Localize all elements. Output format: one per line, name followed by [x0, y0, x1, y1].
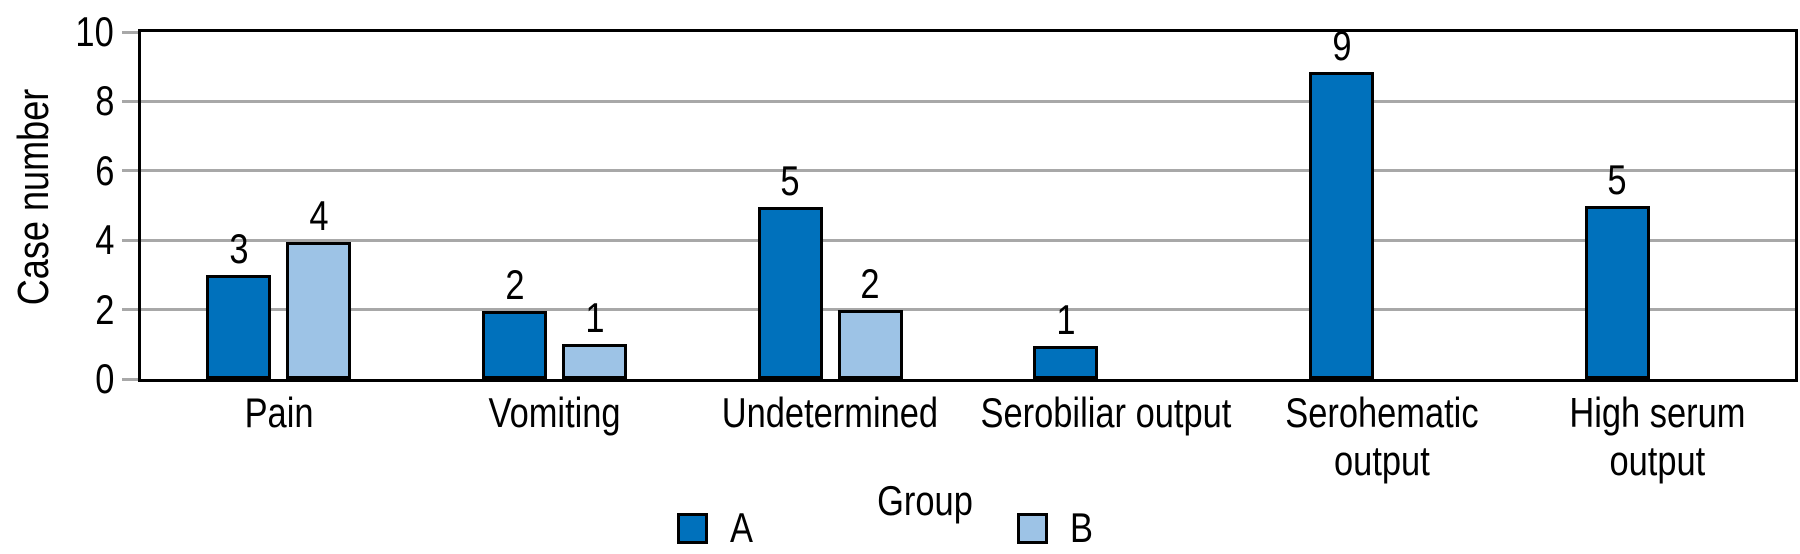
bar-value-text: 2: [504, 261, 525, 309]
bar-a-serobiliar-output: [1033, 346, 1099, 379]
bar-value-label-a-high-serum-output: 5: [1605, 155, 1628, 203]
category-label-pain: Pain: [99, 389, 459, 437]
bar-a-undetermined: [757, 207, 823, 379]
bar-value-text: 1: [1056, 296, 1076, 344]
bar-a-high-serum-output: [1584, 205, 1650, 379]
gridline-4: [141, 238, 1795, 242]
y-tick-mark-4: [122, 238, 138, 242]
y-tick-label-6: 6: [4, 147, 114, 195]
bar-b-vomiting: [562, 344, 627, 379]
y-tick-mark-10: [122, 30, 138, 34]
category-label-vomiting: Vomiting: [375, 389, 735, 437]
bar-value-text: 1: [584, 294, 605, 342]
plot-area: 3 4 2 1 5 2 1 9 5: [138, 24, 1798, 382]
legend-item-a: A: [677, 504, 758, 551]
category-label-undetermined: Undetermined: [650, 389, 1010, 437]
bar-b-pain: [286, 241, 352, 379]
category-label-text: Vomiting: [488, 389, 621, 436]
legend-item-b: B: [1017, 504, 1098, 551]
category-label-serohematic-output: Serohematic output: [1202, 389, 1562, 485]
bar-a-serohematic-output: [1309, 71, 1374, 379]
y-tick-label-0: 0: [4, 355, 114, 403]
category-label-text: High serum output: [1569, 389, 1746, 484]
y-tick-label-10: 10: [4, 8, 114, 56]
bar-value-text: 5: [1607, 155, 1627, 203]
category-label-high-serum-output: High serum output: [1477, 389, 1800, 485]
y-tick-label-8: 8: [4, 77, 114, 125]
bar-b-undetermined: [837, 309, 903, 379]
category-label-text: Serohematic output: [1284, 389, 1479, 484]
bar-value-label-a-vomiting: 2: [503, 264, 526, 306]
bar-value-text: 3: [229, 224, 249, 272]
plot-inner: 3 4 2 1 5 2 1 9 5: [141, 24, 1795, 379]
y-tick-label-2: 2: [4, 286, 114, 334]
legend-label-text: B: [1070, 504, 1093, 551]
y-tick-mark-2: [122, 308, 138, 312]
bar-value-text: 2: [860, 259, 880, 307]
bar-value-text: 9: [1331, 21, 1352, 69]
y-tick-text: 2: [94, 285, 114, 333]
bar-a-vomiting: [482, 311, 547, 379]
y-tick-text: 8: [94, 77, 114, 125]
bar-value-label-a-undetermined: 5: [778, 160, 801, 202]
bar-value-label-a-serohematic-output: 9: [1330, 21, 1353, 69]
bar-value-label-a-pain: 3: [227, 224, 250, 272]
y-tick-text: 4: [94, 216, 114, 264]
category-label-text: Undetermined: [721, 389, 939, 436]
x-axis-title: Group: [877, 477, 973, 524]
category-label-text: Pain: [244, 389, 314, 436]
bar-value-label-a-serobiliar-output: 1: [1054, 299, 1077, 341]
bar-a-pain: [206, 274, 272, 379]
y-tick-mark-8: [122, 99, 138, 103]
legend-label-a: A: [730, 504, 758, 551]
bar-value-text: 5: [780, 157, 800, 205]
y-tick-text: 6: [94, 146, 114, 194]
y-tick-text: 10: [75, 8, 114, 55]
bar-value-text: 4: [309, 191, 329, 239]
y-tick-text: 0: [94, 355, 114, 402]
legend-swatch-b: [1017, 512, 1048, 544]
y-tick-mark-0: [122, 377, 138, 381]
y-tick-mark-6: [122, 169, 138, 173]
bar-value-label-b-vomiting: 1: [583, 297, 606, 339]
gridline-2: [141, 308, 1795, 312]
bar-value-label-b-pain: 4: [307, 191, 330, 239]
legend-swatch-a: [677, 512, 708, 544]
gridline-6: [141, 169, 1795, 173]
legend-label-text: A: [730, 504, 753, 551]
bar-value-label-b-undetermined: 2: [858, 259, 881, 307]
category-label-serobiliar-output: Serobiliar output: [926, 389, 1286, 437]
legend-label-b: B: [1070, 504, 1098, 551]
category-label-text: Serobiliar output: [980, 389, 1232, 436]
y-tick-label-4: 4: [4, 216, 114, 264]
gridline-8: [141, 99, 1795, 103]
